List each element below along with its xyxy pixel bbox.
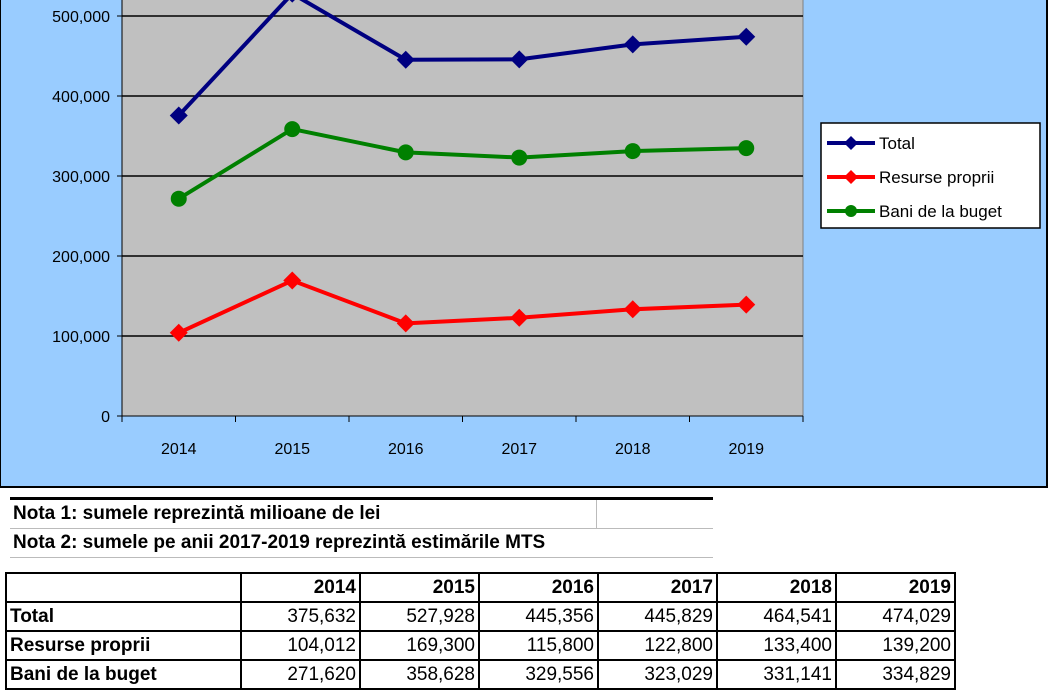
data-point xyxy=(283,271,302,290)
table-cell: 133,400 xyxy=(716,630,837,661)
x-tick-label: 2014 xyxy=(161,441,197,458)
data-point xyxy=(738,140,755,157)
y-tick-label: 400,000 xyxy=(52,89,110,106)
table-cell: 331,141 xyxy=(716,659,837,690)
table-row: Bani de la buget 271,620 358,628 329,556… xyxy=(5,659,956,690)
data-table: 2014 2015 2016 2017 2018 2019 Total 375,… xyxy=(5,572,956,690)
legend-marker xyxy=(844,136,858,150)
data-point xyxy=(737,27,756,46)
data-point xyxy=(624,143,641,160)
data-point xyxy=(169,323,188,342)
y-tick-label: 200,000 xyxy=(52,249,110,266)
table-cell: 358,628 xyxy=(359,659,480,690)
legend: Total Resurse proprii Bani de la buget xyxy=(820,122,1041,229)
data-point xyxy=(289,0,295,3)
series-line-1 xyxy=(177,278,747,335)
x-tick-label: 2015 xyxy=(274,441,310,458)
header-cell: 2018 xyxy=(716,572,837,603)
note-1-text: Nota 1: sumele reprezintă milioane de le… xyxy=(13,503,381,524)
table-cell: 104,012 xyxy=(240,630,361,661)
note-2-text: Nota 2: sumele pe anii 2017-2019 reprezi… xyxy=(13,532,546,553)
table-cell: 334,829 xyxy=(835,659,956,690)
data-point xyxy=(737,295,756,314)
table-cell: 527,928 xyxy=(359,601,480,632)
table-cell: 445,829 xyxy=(597,601,718,632)
table-cell: 115,800 xyxy=(478,630,599,661)
table-cell: 169,300 xyxy=(359,630,480,661)
data-point xyxy=(510,50,529,69)
header-cell: 2016 xyxy=(478,572,599,603)
table-row: Resurse proprii 104,012 169,300 115,800 … xyxy=(5,630,956,661)
table-cell: 122,800 xyxy=(597,630,718,661)
data-point xyxy=(284,121,301,138)
data-point xyxy=(169,106,188,125)
data-point xyxy=(511,149,528,166)
table-row: Total 375,632 527,928 445,356 445,829 46… xyxy=(5,601,956,632)
data-point xyxy=(623,300,642,319)
note-1: Nota 1: sumele reprezintă milioane de le… xyxy=(10,500,713,529)
legend-label: Total xyxy=(879,134,915,153)
note-empty-cell xyxy=(596,500,714,528)
legend-label: Resurse proprii xyxy=(879,168,994,187)
note-2: Nota 2: sumele pe anii 2017-2019 reprezi… xyxy=(10,529,713,558)
notes-box: Nota 1: sumele reprezintă milioane de le… xyxy=(10,497,713,558)
legend-marker xyxy=(844,170,858,184)
legend-label: Bani de la buget xyxy=(879,202,1002,221)
table-cell: 474,029 xyxy=(835,601,956,632)
series-line-2 xyxy=(177,127,747,201)
row-label: Bani de la buget xyxy=(5,659,242,690)
y-tick-label: 0 xyxy=(101,409,110,426)
data-point xyxy=(396,50,415,69)
legend-marker xyxy=(845,205,857,217)
header-cell: 2015 xyxy=(359,572,480,603)
y-tick-label: 100,000 xyxy=(52,329,110,346)
table-cell: 323,029 xyxy=(597,659,718,690)
x-tick-label: 2017 xyxy=(501,441,537,458)
x-tick-label: 2019 xyxy=(728,441,764,458)
table-cell: 375,632 xyxy=(240,601,361,632)
y-tick-label: 300,000 xyxy=(52,169,110,186)
header-cell: 2017 xyxy=(597,572,718,603)
data-point xyxy=(397,144,414,161)
row-label: Total xyxy=(5,601,242,632)
data-point xyxy=(623,35,642,54)
x-tick-label: 2016 xyxy=(388,441,424,458)
header-cell: 2019 xyxy=(835,572,956,603)
header-cell xyxy=(5,572,242,603)
table-cell: 271,620 xyxy=(240,659,361,690)
header-cell: 2014 xyxy=(240,572,361,603)
x-tick-label: 2018 xyxy=(615,441,651,458)
table-header-row: 2014 2015 2016 2017 2018 2019 xyxy=(5,572,956,603)
plot-area xyxy=(121,0,804,417)
table-cell: 139,200 xyxy=(835,630,956,661)
table-cell: 329,556 xyxy=(478,659,599,690)
row-label: Resurse proprii xyxy=(5,630,242,661)
series-line-0 xyxy=(177,0,747,117)
data-point xyxy=(510,308,529,327)
data-point xyxy=(170,190,187,207)
y-tick-label: 500,000 xyxy=(52,9,110,26)
table-cell: 445,356 xyxy=(478,601,599,632)
data-point xyxy=(396,314,415,333)
line-chart: 0 100,000 200,000 300,000 400,000 500,000 2014… xyxy=(0,0,1048,488)
table-cell: 464,541 xyxy=(716,601,837,632)
